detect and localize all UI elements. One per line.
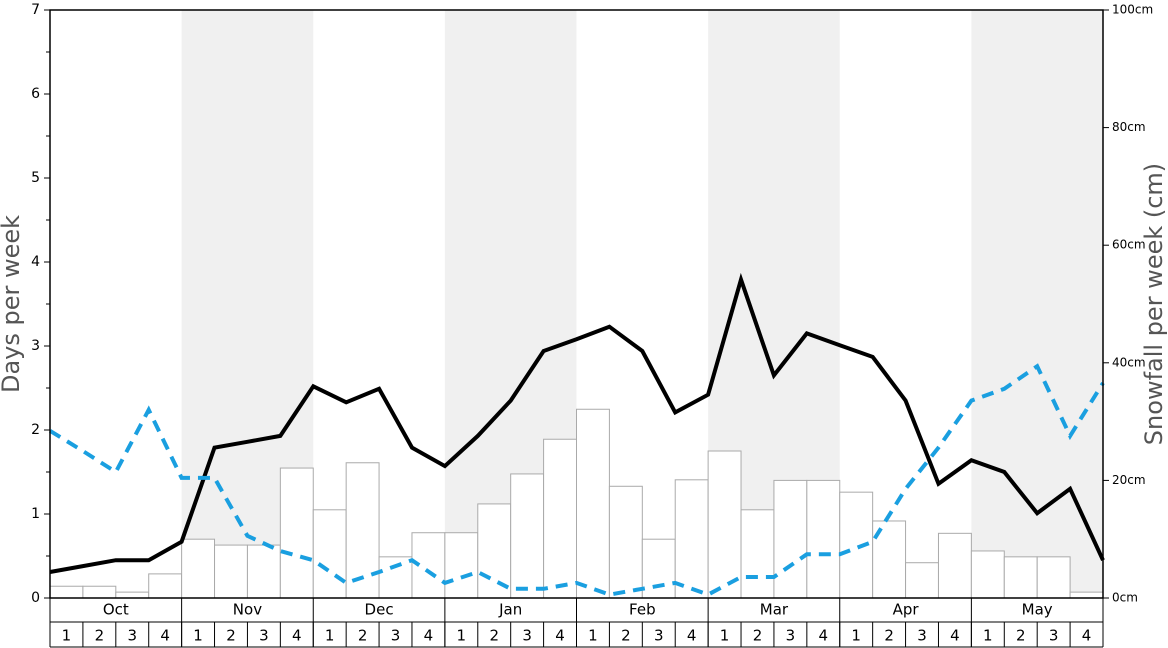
week-label: 1 [193,627,203,645]
week-label: 3 [391,627,401,645]
snowfall-bar [444,532,479,599]
snowfall-bar [608,485,643,599]
snowfall-bar [510,473,545,599]
month-label: Feb [629,601,656,619]
days-line [48,363,1105,597]
month-shade [971,10,1103,598]
snowfall-bar [378,556,413,599]
days-line [49,272,1105,574]
week-label: 4 [160,627,170,645]
week-label: 4 [424,627,434,645]
week-label: 1 [851,627,861,645]
snowfall-bar [1069,591,1104,599]
snowfall-bar [279,467,314,599]
week-label: 4 [687,627,697,645]
month-label: Mar [760,601,789,619]
snowfall-bar [49,585,84,599]
snowfall-bar [740,509,775,599]
snowfall-bar [806,479,841,599]
week-label: 3 [786,627,796,645]
week-label: 4 [950,627,960,645]
week-label: 2 [753,627,763,645]
y-tick-label: 1 [31,506,40,522]
week-label: 3 [127,627,137,645]
month-label: Nov [233,601,262,619]
week-label: 2 [489,627,499,645]
y2-tick-label: 0cm [1112,591,1138,605]
month-label: Oct [103,601,129,619]
week-label: 4 [555,627,565,645]
week-label: 1 [325,627,335,645]
y-axis-title: Days per week [0,215,25,393]
snowfall-bar [674,479,709,599]
snowfall-bar [707,450,742,599]
y2-tick-label: 100cm [1112,3,1153,17]
week-label: 4 [292,627,302,645]
month-label: Jan [498,601,522,619]
week-label: 2 [95,627,105,645]
snowfall-bar [1003,556,1038,599]
y2-tick-label: 80cm [1112,120,1146,134]
week-label: 2 [621,627,631,645]
snowfall-bar [246,544,281,599]
snowfall-bar [115,591,150,599]
week-label: 3 [654,627,664,645]
week-label: 3 [259,627,269,645]
week-label: 3 [917,627,927,645]
y-tick-label: 6 [31,86,40,102]
month-label: Apr [893,601,920,619]
y-tick-label: 3 [31,338,40,354]
week-label: 4 [819,627,829,645]
snowfall-bar [937,532,972,599]
snowfall-bar [1036,556,1071,599]
snowfall-bar [641,538,676,599]
week-label: 2 [226,627,236,645]
month-label: May [1022,601,1053,619]
snowfall-bar [543,438,577,599]
week-label: 1 [62,627,72,645]
week-label: 2 [358,627,368,645]
y2-tick-label: 60cm [1112,238,1146,252]
snowfall-bar [477,503,512,599]
week-label: 1 [588,627,598,645]
y-tick-label: 7 [31,2,40,18]
snowfall-bar [214,544,248,599]
y2-tick-label: 20cm [1112,473,1146,487]
y2-axis-title: Snowfall per week (cm) [1140,163,1168,445]
week-label: 3 [522,627,532,645]
month-label: Dec [365,601,394,619]
snowfall-bar [148,573,183,599]
snowfall-bar [82,585,117,599]
snowfall-bar [576,408,610,599]
week-label: 1 [457,627,467,645]
snowfall-bar [970,550,1005,599]
y-tick-label: 0 [31,590,40,606]
snowfall-bar [773,479,808,599]
week-label: 4 [1082,627,1092,645]
week-label: 2 [884,627,894,645]
y-tick-label: 5 [31,170,40,186]
snowfall-bar [905,562,939,599]
y-tick-label: 4 [31,254,40,270]
snowfall-bar [312,509,347,599]
week-label: 1 [983,627,993,645]
snowfall-bar [181,538,216,599]
y2-tick-label: 40cm [1112,355,1146,369]
y-tick-label: 2 [31,422,40,438]
week-label: 3 [1049,627,1059,645]
week-label: 2 [1016,627,1026,645]
week-label: 1 [720,627,730,645]
